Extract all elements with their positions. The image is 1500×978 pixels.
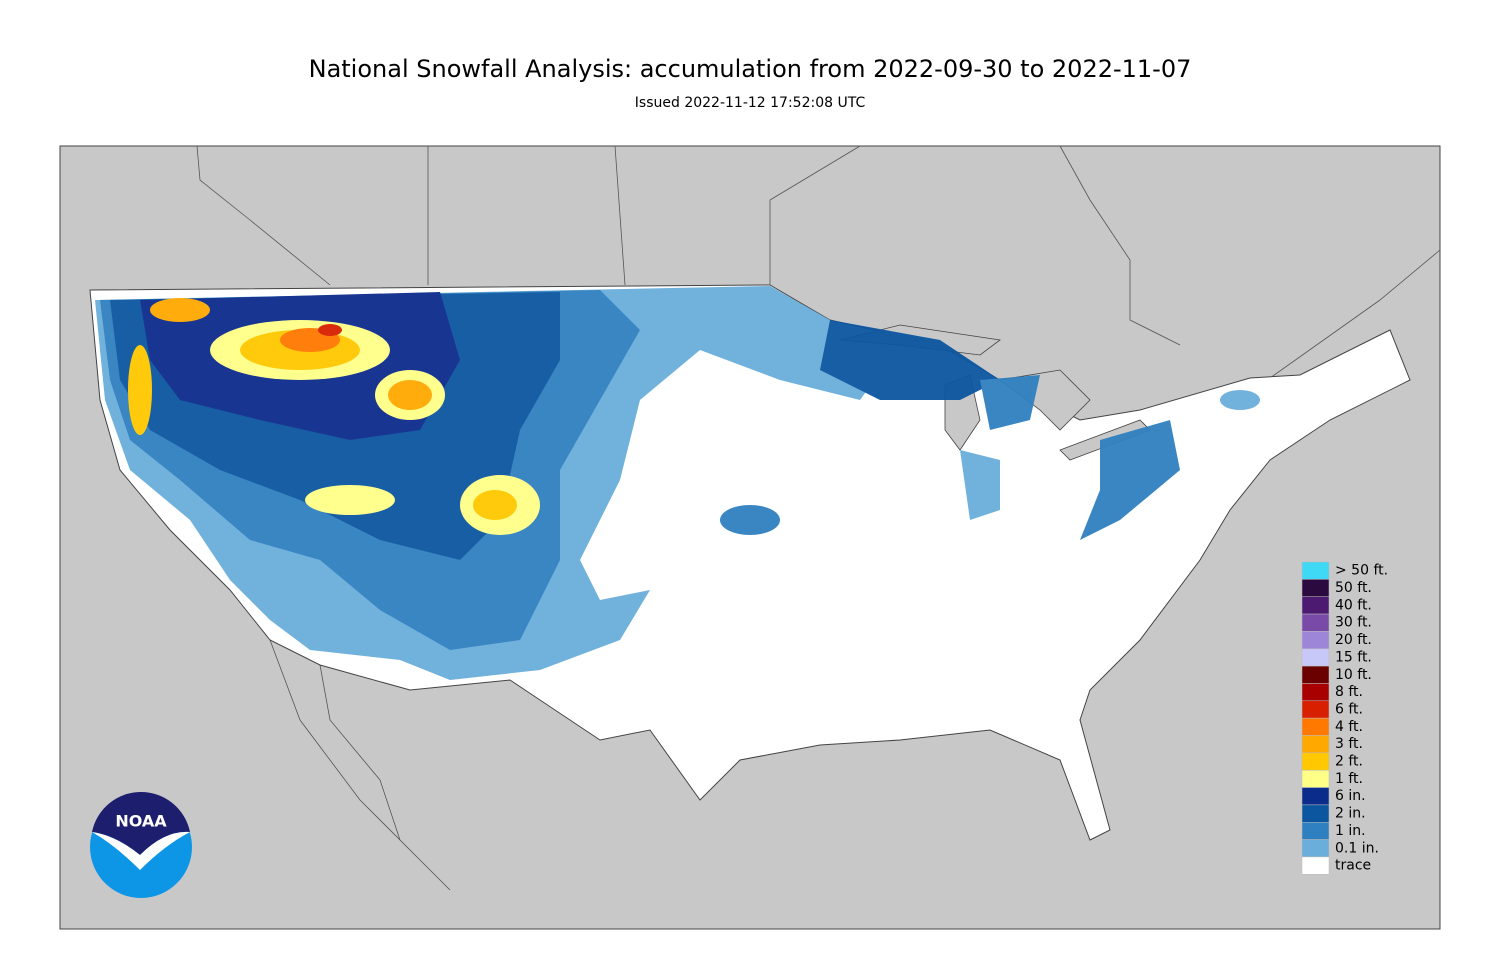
- legend-label: 2 in.: [1335, 806, 1366, 822]
- legend-swatch: [1301, 648, 1330, 667]
- legend-label: 0.1 in.: [1335, 840, 1379, 856]
- legend-swatch: [1301, 631, 1330, 650]
- legend-label: 15 ft.: [1335, 649, 1372, 665]
- logo-text: NOAA: [115, 812, 167, 831]
- legend-swatch: [1301, 561, 1330, 580]
- legend-label: trace: [1335, 858, 1371, 874]
- legend-label: 4 ft.: [1335, 719, 1363, 735]
- legend-label: 1 ft.: [1335, 771, 1363, 787]
- legend-swatch: [1301, 752, 1330, 771]
- legend-label: > 50 ft.: [1335, 563, 1388, 579]
- legend-swatch: [1301, 735, 1330, 754]
- legend-swatch: [1301, 839, 1330, 858]
- legend-label: 20 ft.: [1335, 632, 1372, 648]
- legend-label: 40 ft.: [1335, 597, 1372, 613]
- legend-label: 6 in.: [1335, 788, 1366, 804]
- title: National Snowfall Analysis: accumulation…: [309, 55, 1192, 83]
- legend-label: 2 ft.: [1335, 754, 1363, 770]
- legend-label: 50 ft.: [1335, 580, 1372, 596]
- borders: [196, 145, 1441, 891]
- legend-swatch: [1301, 769, 1330, 788]
- noaa-logo: NOAA: [90, 791, 192, 898]
- legend-label: 30 ft.: [1335, 615, 1372, 631]
- legend-label: 8 ft.: [1335, 684, 1363, 700]
- legend-label: 6 ft.: [1335, 701, 1363, 717]
- legend-label: 3 ft.: [1335, 736, 1363, 752]
- legend-swatch: [1301, 717, 1330, 736]
- legend-swatch: [1301, 787, 1330, 806]
- legend-swatch: [1301, 613, 1330, 632]
- legend-swatch: [1301, 822, 1330, 840]
- legend-label: 10 ft.: [1335, 667, 1372, 683]
- legend-swatch: [1301, 665, 1330, 684]
- subtitle: Issued 2022-11-12 17:52:08 UTC: [635, 95, 866, 111]
- legend-swatch: [1301, 596, 1330, 615]
- legend: > 50 ft.50 ft.40 ft. 30 ft.20 ft.15 ft. 10…: [1301, 561, 1388, 875]
- legend-swatch: [1301, 856, 1330, 875]
- legend-swatch: [1301, 683, 1330, 702]
- legend-swatch: [1301, 579, 1330, 597]
- legend-swatch: [1301, 700, 1330, 719]
- snow-cover: [95, 286, 1260, 680]
- legend-swatch: [1301, 804, 1330, 823]
- legend-label: 1 in.: [1335, 823, 1366, 839]
